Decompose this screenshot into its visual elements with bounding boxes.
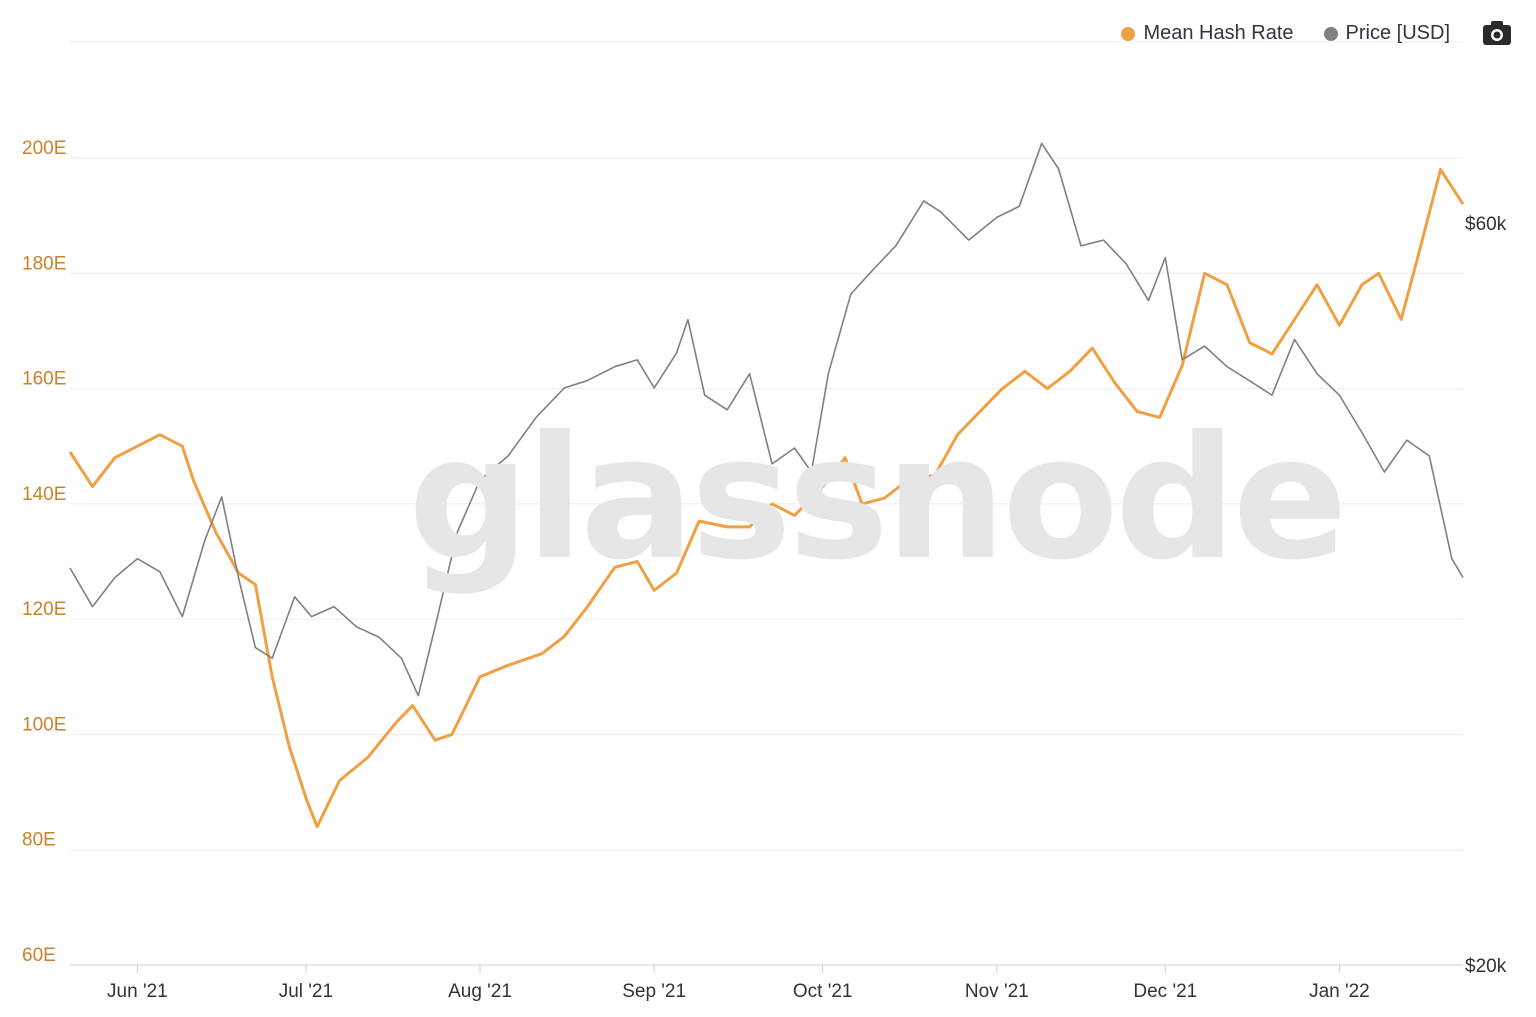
- left-axis-tick-label: 80E: [22, 830, 56, 851]
- axes: 60E 80E 100E 120E 140E 160E 180E 200E $20k $60k Ju…: [22, 138, 1507, 1002]
- legend-item-hash-rate[interactable]: Mean Hash Rate: [1121, 22, 1294, 45]
- x-axis-tick-label: Oct '21: [793, 981, 853, 1002]
- price-line: [69, 142, 1464, 697]
- right-axis-tick-label: $20k: [1465, 956, 1507, 977]
- price-legend-marker: [1323, 26, 1338, 41]
- left-axis-tick-label: 200E: [22, 138, 66, 159]
- left-axis-tick-label: 180E: [22, 253, 66, 274]
- hash-rate-line: [68, 168, 1465, 829]
- x-axis-tick-label: Jan '22: [1309, 981, 1370, 1002]
- grid-lines: [70, 41, 1463, 851]
- left-axis-tick-label: 60E: [22, 945, 56, 966]
- x-axis-tick-label: Jul '21: [279, 981, 333, 1002]
- left-axis-tick-label: 140E: [22, 484, 66, 505]
- x-axis-tick-label: Sep '21: [622, 981, 686, 1002]
- legend-label-price: Price [USD]: [1345, 22, 1450, 44]
- hash-rate-legend-marker: [1121, 26, 1136, 41]
- x-axis-tick-label: Aug '21: [448, 981, 512, 1002]
- x-axis-tick-label: Nov '21: [965, 981, 1029, 1002]
- left-axis-tick-label: 120E: [22, 599, 66, 620]
- watermark: glassnode: [408, 400, 1348, 598]
- legend: Mean Hash Rate Price [USD]: [1121, 22, 1450, 45]
- left-axis-tick-label: 100E: [22, 714, 66, 735]
- left-axis-tick-label: 160E: [22, 369, 66, 390]
- series-layer: [68, 142, 1465, 829]
- right-axis-tick-label: $60k: [1465, 214, 1507, 235]
- legend-item-price[interactable]: Price [USD]: [1323, 22, 1450, 45]
- x-axis-tick-label: Dec '21: [1133, 981, 1197, 1002]
- legend-label-hash-rate: Mean Hash Rate: [1143, 22, 1294, 44]
- x-axis-tick-label: Jun '21: [107, 981, 168, 1002]
- camera-icon[interactable]: [1482, 20, 1512, 46]
